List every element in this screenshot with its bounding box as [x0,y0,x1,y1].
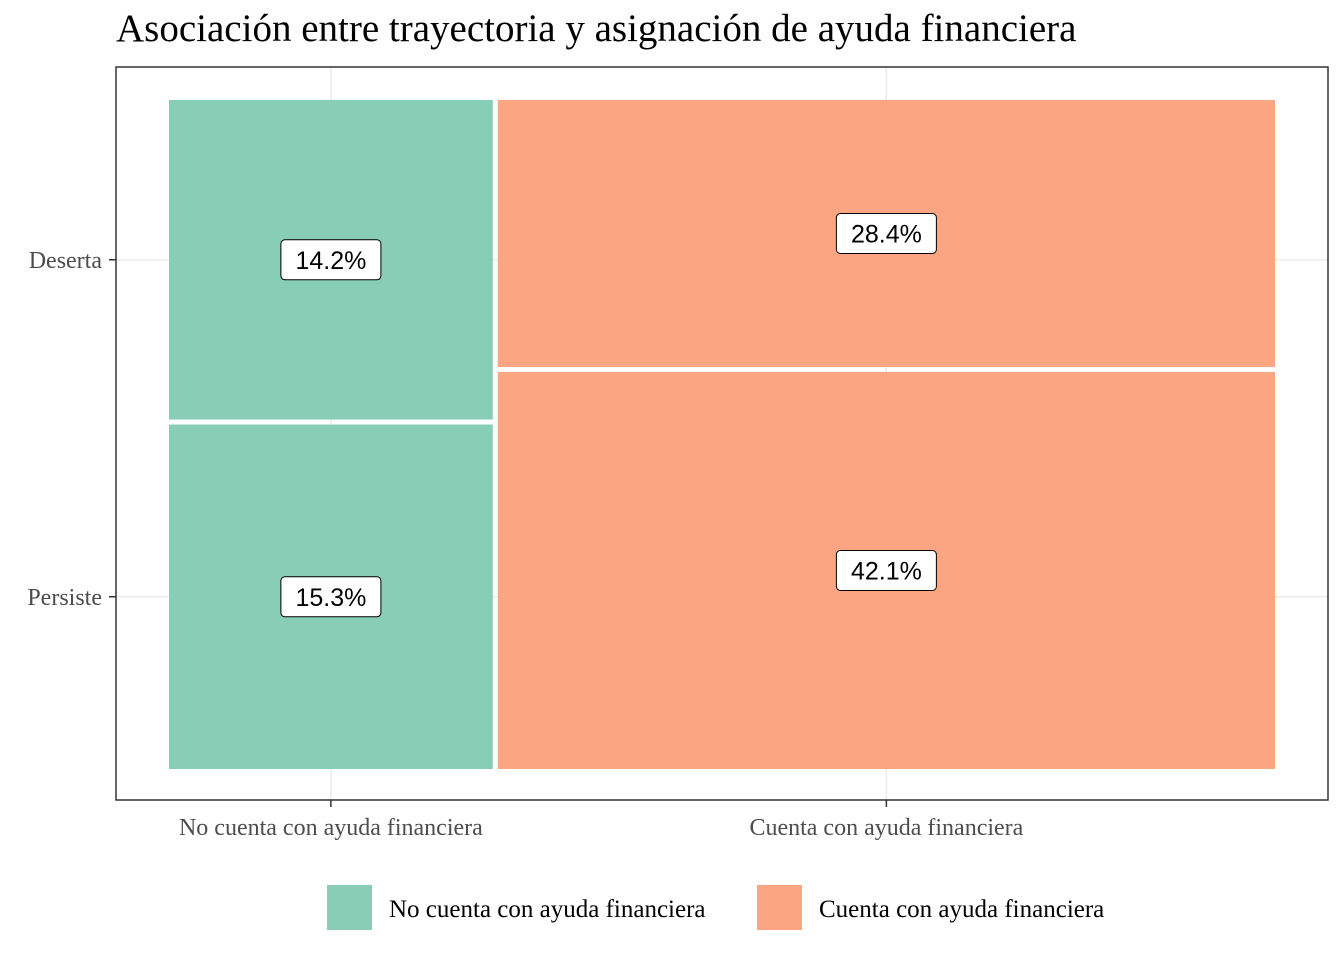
data-label-box [280,576,382,618]
legend: No cuenta con ayuda financiera Cuenta con… [327,885,1104,930]
y-tick-label: Persiste [27,585,102,611]
data-labels: 14.2% 15.3% 28.4% 42.1% [280,212,937,618]
legend-swatch-no-cuenta-con-ayuda-financiera [327,885,372,930]
data-label: 28.4% [851,220,922,248]
panel-border [115,66,1329,801]
legend-swatch-cuenta-con-ayuda-financiera [757,885,802,930]
legend-label: Cuenta con ayuda financiera [819,896,1104,923]
data-label-box [835,212,937,254]
data-label: 15.3% [295,584,366,612]
x-tick-label: Cuenta con ayuda financiera [749,815,1023,841]
data-label-box [835,549,937,591]
data-label: 14.2% [295,247,366,275]
x-tick-label: No cuenta con ayuda financiera [179,815,483,841]
axes: No cuenta con ayuda financiera Cuenta con… [27,248,1023,841]
mosaic-tiles [169,100,1275,769]
y-tick-label: Deserta [29,248,103,274]
data-label: 42.1% [851,557,922,585]
chart-title: Asociación entre trayectoria y asignació… [116,7,1077,50]
legend-label: No cuenta con ayuda financiera [389,896,706,923]
data-label-box [280,239,382,281]
